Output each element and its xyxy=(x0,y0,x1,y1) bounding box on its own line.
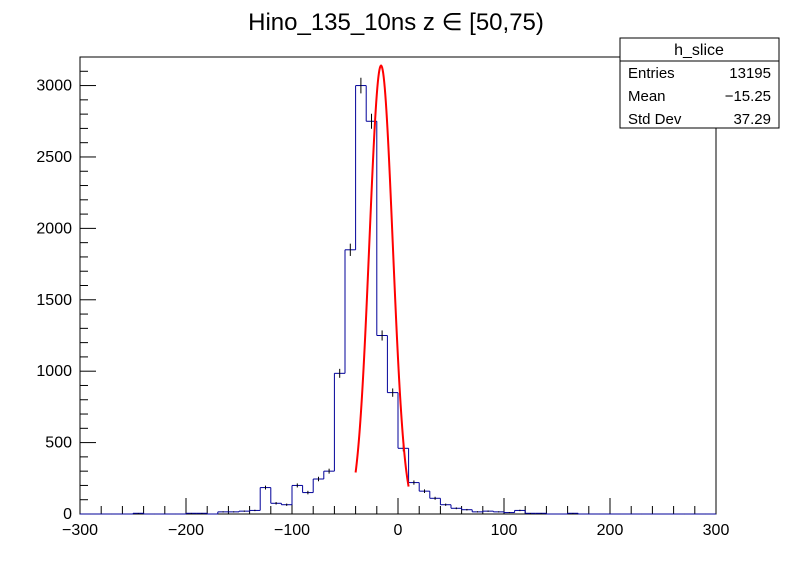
histogram-bin xyxy=(577,513,589,515)
x-axis: −300 −200 −100 0 100 200 300 xyxy=(62,498,729,539)
stats-mean-label: Mean xyxy=(628,88,666,105)
histogram-bin xyxy=(291,483,303,505)
stats-histogram-name: h_slice xyxy=(674,42,724,59)
stats-stddev-value: 37.29 xyxy=(733,111,771,128)
stats-entries-label: Entries xyxy=(628,65,675,82)
x-tick-label: −200 xyxy=(168,522,204,539)
histogram-bin xyxy=(482,510,494,512)
histogram-bin xyxy=(355,77,367,250)
y-tick-label: 1000 xyxy=(36,363,72,380)
histogram-bin xyxy=(249,509,261,512)
histogram-bin xyxy=(132,512,144,514)
histogram-bin xyxy=(259,485,271,511)
histogram-bin xyxy=(461,508,473,511)
gaussian-fit-curve xyxy=(354,64,410,487)
stats-box: h_slice Entries 13195 Mean −15.25 Std De… xyxy=(619,37,780,129)
histogram-bin xyxy=(344,243,356,374)
gaussian-fit-series xyxy=(354,64,410,487)
histogram-bin xyxy=(524,510,536,514)
histogram-bin xyxy=(408,448,420,485)
histogram-bin xyxy=(206,513,218,515)
y-tick-label: 3000 xyxy=(36,78,72,95)
x-tick-label: −300 xyxy=(62,522,98,539)
x-tick-label: 300 xyxy=(703,522,730,539)
x-tick-label: −100 xyxy=(274,522,310,539)
histogram-bin xyxy=(514,509,526,513)
histogram-bin xyxy=(238,510,250,512)
histogram-bin xyxy=(143,513,155,515)
stats-stddev-label: Std Dev xyxy=(628,111,682,128)
x-tick-label: 100 xyxy=(491,522,518,539)
histogram-bin xyxy=(228,511,239,513)
histogram-bin xyxy=(196,512,208,514)
histogram-bin xyxy=(185,512,197,514)
histogram-bin xyxy=(217,511,229,514)
histogram-bin xyxy=(535,512,547,514)
histogram-bin xyxy=(376,121,388,341)
stats-box-border xyxy=(619,37,780,129)
y-tick-label: 2000 xyxy=(36,220,72,237)
histogram-bin xyxy=(450,504,462,510)
y-tick-label: 0 xyxy=(63,506,72,523)
histogram-bin xyxy=(333,368,345,472)
histogram-bin xyxy=(302,485,314,495)
histogram-bin xyxy=(471,509,483,513)
histogram-series xyxy=(80,77,716,515)
histogram-bin xyxy=(492,511,504,513)
histogram-bin xyxy=(545,513,557,515)
histogram-bin xyxy=(312,476,324,493)
histogram-bin xyxy=(439,498,451,506)
histogram-bin xyxy=(418,482,430,493)
histogram-bin xyxy=(270,487,282,505)
x-tick-label: 0 xyxy=(394,522,403,539)
histogram-bin xyxy=(503,511,515,514)
histogram-bin xyxy=(567,512,579,514)
histogram-bin xyxy=(280,503,292,506)
stats-entries-value: 13195 xyxy=(729,65,771,82)
y-tick-label: 500 xyxy=(45,435,72,452)
stats-mean-value: −15.25 xyxy=(725,88,771,105)
y-axis: 0 500 1000 1500 2000 2500 3000 xyxy=(36,56,96,523)
histogram-bin xyxy=(429,491,441,500)
y-tick-label: 2500 xyxy=(36,149,72,166)
histogram-bin xyxy=(386,335,398,397)
y-tick-label: 1500 xyxy=(36,292,72,309)
x-tick-label: 200 xyxy=(597,522,624,539)
histogram-bin xyxy=(323,468,335,480)
chart-title: Hino_135_10ns z ∈ [50,75) xyxy=(248,9,544,36)
